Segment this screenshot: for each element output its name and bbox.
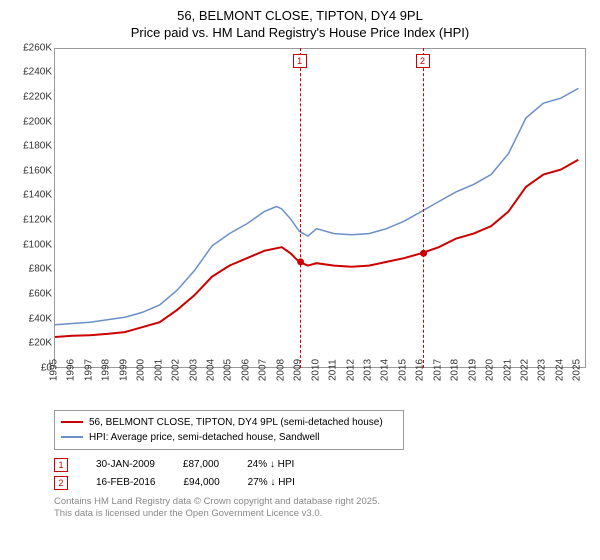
x-tick-label: 2003: [188, 359, 199, 381]
legend-label-2: HPI: Average price, semi-detached house,…: [89, 430, 320, 445]
sales-data-rows: 1 30-JAN-2009 £87,000 24% ↓ HPI 2 16-FEB…: [54, 456, 590, 492]
x-tick-label: 2010: [310, 359, 321, 381]
sale-price-2: £94,000: [183, 474, 219, 492]
disclaimer-line-2: This data is licensed under the Open Gov…: [54, 508, 590, 520]
y-tick-label: £60K: [29, 288, 52, 299]
x-tick-label: 2019: [467, 359, 478, 381]
sale-date-2: 16-FEB-2016: [96, 474, 155, 492]
sale-date-1: 30-JAN-2009: [96, 456, 155, 474]
y-tick-label: £20K: [29, 338, 52, 349]
series-line-0: [55, 160, 578, 337]
legend-swatch-red: [61, 421, 83, 423]
sale-delta-1: 24% ↓ HPI: [247, 456, 294, 474]
x-tick-label: 2001: [153, 359, 164, 381]
marker-box-2: 2: [54, 476, 68, 490]
x-tick-label: 2004: [205, 359, 216, 381]
x-tick-label: 2012: [345, 359, 356, 381]
x-tick-label: 1998: [101, 359, 112, 381]
x-tick-label: 2011: [328, 359, 339, 381]
x-tick-label: 2009: [293, 359, 304, 381]
x-tick-label: 1996: [66, 359, 77, 381]
x-tick-label: 2021: [502, 359, 513, 381]
annotation-line-1: [300, 48, 301, 368]
x-tick-label: 2018: [450, 359, 461, 381]
plot-svg: [54, 48, 586, 368]
title-line-2: Price paid vs. HM Land Registry's House …: [10, 25, 590, 42]
disclaimer: Contains HM Land Registry data © Crown c…: [54, 496, 590, 521]
chart-container: 56, BELMONT CLOSE, TIPTON, DY4 9PL Price…: [0, 0, 600, 560]
sales-row-2: 2 16-FEB-2016 £94,000 27% ↓ HPI: [54, 474, 590, 492]
x-tick-label: 2014: [380, 359, 391, 381]
chart-title: 56, BELMONT CLOSE, TIPTON, DY4 9PL Price…: [10, 8, 590, 42]
x-tick-label: 2000: [136, 359, 147, 381]
marker-box-1: 1: [54, 458, 68, 472]
sale-point-1: [297, 258, 304, 265]
y-tick-label: £120K: [23, 215, 52, 226]
x-tick-label: 2013: [362, 359, 373, 381]
x-tick-label: 2024: [554, 359, 565, 381]
x-tick-label: 1997: [83, 359, 94, 381]
y-tick-label: £80K: [29, 264, 52, 275]
x-axis-ticks: 1995199619971998199920002001200220032004…: [54, 370, 586, 404]
x-tick-label: 1995: [49, 359, 60, 381]
y-axis-ticks: £0£20K£40K£60K£80K£100K£120K£140K£160K£1…: [12, 48, 52, 368]
sales-row-1: 1 30-JAN-2009 £87,000 24% ↓ HPI: [54, 456, 590, 474]
title-line-1: 56, BELMONT CLOSE, TIPTON, DY4 9PL: [10, 8, 590, 25]
y-tick-label: £160K: [23, 165, 52, 176]
x-tick-label: 2020: [485, 359, 496, 381]
annotation-box-1: 1: [293, 54, 307, 68]
y-tick-label: £200K: [23, 116, 52, 127]
sale-price-1: £87,000: [183, 456, 219, 474]
y-tick-label: £220K: [23, 92, 52, 103]
x-tick-label: 1999: [118, 359, 129, 381]
sale-delta-2: 27% ↓ HPI: [248, 474, 295, 492]
legend-swatch-blue: [61, 436, 83, 438]
x-tick-label: 2006: [240, 359, 251, 381]
legend-label-1: 56, BELMONT CLOSE, TIPTON, DY4 9PL (semi…: [89, 415, 383, 430]
x-tick-label: 2025: [572, 359, 583, 381]
x-tick-label: 2007: [258, 359, 269, 381]
y-tick-label: £180K: [23, 141, 52, 152]
legend-row-1: 56, BELMONT CLOSE, TIPTON, DY4 9PL (semi…: [61, 415, 397, 430]
sale-point-2: [420, 250, 427, 257]
x-tick-label: 2002: [171, 359, 182, 381]
y-tick-label: £260K: [23, 42, 52, 53]
y-tick-label: £100K: [23, 239, 52, 250]
annotation-box-2: 2: [416, 54, 430, 68]
series-line-1: [55, 88, 578, 324]
x-tick-label: 2017: [432, 359, 443, 381]
x-tick-label: 2023: [537, 359, 548, 381]
x-tick-label: 2015: [397, 359, 408, 381]
x-tick-label: 2005: [223, 359, 234, 381]
y-tick-label: £40K: [29, 313, 52, 324]
x-tick-label: 2022: [519, 359, 530, 381]
disclaimer-line-1: Contains HM Land Registry data © Crown c…: [54, 496, 590, 508]
legend-box: 56, BELMONT CLOSE, TIPTON, DY4 9PL (semi…: [54, 410, 404, 450]
annotation-line-2: [423, 48, 424, 368]
x-tick-label: 2016: [415, 359, 426, 381]
plot-area: £0£20K£40K£60K£80K£100K£120K£140K£160K£1…: [54, 48, 586, 368]
x-tick-label: 2008: [275, 359, 286, 381]
y-tick-label: £140K: [23, 190, 52, 201]
legend-row-2: HPI: Average price, semi-detached house,…: [61, 430, 397, 445]
y-tick-label: £240K: [23, 67, 52, 78]
